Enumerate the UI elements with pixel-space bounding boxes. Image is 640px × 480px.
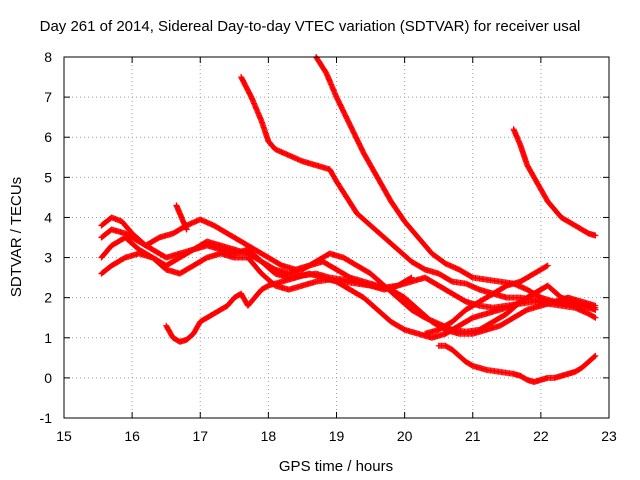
data-point xyxy=(591,314,598,321)
grid-lines xyxy=(64,57,609,418)
x-tick-label: 22 xyxy=(533,428,549,444)
x-tick-label: 16 xyxy=(124,428,140,444)
series-track-i xyxy=(435,342,599,385)
series-track-g xyxy=(98,250,415,293)
y-tick-label: 8 xyxy=(44,49,52,65)
data-point xyxy=(591,353,598,360)
series-track-k xyxy=(173,202,190,233)
data-point xyxy=(408,274,415,281)
series-track-b xyxy=(313,54,599,311)
x-axis-label: GPS time / hours xyxy=(279,458,393,475)
x-tick-label: 17 xyxy=(192,428,208,444)
data-point xyxy=(592,352,599,359)
y-tick-label: 6 xyxy=(44,129,52,145)
data-series xyxy=(98,54,599,385)
y-tick-label: 4 xyxy=(44,209,52,225)
y-tick-label: 3 xyxy=(44,250,52,266)
x-tick-label: 20 xyxy=(397,428,413,444)
series-track-h xyxy=(163,270,544,345)
data-point xyxy=(536,287,543,294)
data-point xyxy=(183,226,190,233)
x-tick-label: 23 xyxy=(601,428,617,444)
data-point xyxy=(537,286,544,293)
series-track-j xyxy=(422,262,551,337)
data-point xyxy=(592,232,599,239)
x-tick-label: 18 xyxy=(261,428,277,444)
y-tick-label: 5 xyxy=(44,169,52,185)
y-tick-label: -1 xyxy=(40,410,53,426)
series-track-d xyxy=(98,214,599,337)
data-point xyxy=(544,262,551,269)
x-tick-label: 21 xyxy=(465,428,481,444)
x-tick-label: 15 xyxy=(56,428,72,444)
y-tick-label: 2 xyxy=(44,290,52,306)
x-tick-label: 19 xyxy=(329,428,345,444)
data-point xyxy=(591,306,598,313)
y-tick-label: 1 xyxy=(44,330,52,346)
y-axis-label: SDTVAR / TECUs xyxy=(8,177,25,297)
chart-title: Day 261 of 2014, Sidereal Day-to-day VTE… xyxy=(40,18,581,35)
data-point xyxy=(592,306,599,313)
data-point xyxy=(407,275,414,282)
data-point xyxy=(592,314,599,321)
series-track-c xyxy=(510,126,599,239)
y-tick-label: 7 xyxy=(44,89,52,105)
y-tick-label: 0 xyxy=(44,370,52,386)
series-track-a xyxy=(238,74,599,313)
data-point xyxy=(543,263,550,270)
